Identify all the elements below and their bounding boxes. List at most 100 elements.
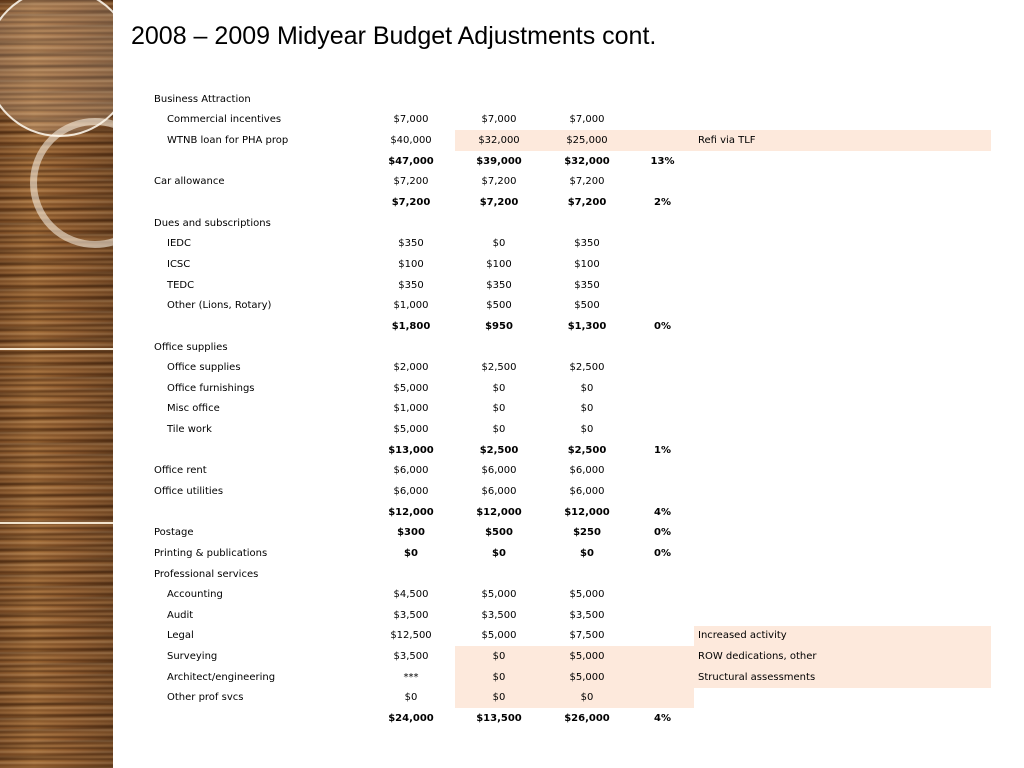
line-item-label: ICSC	[167, 258, 191, 270]
note-cell	[694, 378, 991, 399]
percent-cell	[631, 399, 694, 420]
percent-cell	[631, 605, 694, 626]
line-item-label: Business Attraction	[154, 93, 251, 105]
table-row: WTNB loan for PHA prop $40,000 $32,000 $25,…	[150, 130, 991, 151]
value-col-2: $6,000	[481, 485, 517, 497]
value-col-1: $7,200	[391, 197, 431, 209]
percent-cell	[631, 481, 694, 502]
value-col-1	[367, 213, 455, 234]
note-cell	[694, 295, 991, 316]
note-cell	[694, 316, 991, 337]
value-col-2: $7,200	[481, 176, 517, 188]
slide-title: 2008 – 2009 Midyear Budget Adjustments c…	[131, 22, 657, 50]
budget-table: Business Attraction Commercial incentives…	[150, 89, 991, 729]
value-col-1	[367, 89, 455, 110]
value-col-3: $0	[580, 403, 594, 415]
subtotal-row: $1,800 $950 $1,300 0%	[150, 316, 991, 337]
table-row: Office furnishings $5,000 $0 $0	[150, 378, 991, 399]
line-item-label: Office supplies	[154, 341, 228, 353]
value-col-2: $7,200	[479, 197, 519, 209]
value-col-2: $32,000	[455, 130, 543, 151]
value-col-1: $13,000	[388, 444, 434, 456]
value-col-3: $350	[574, 279, 600, 291]
line-item-label: IEDC	[167, 238, 191, 250]
table-row: Office rent $6,000 $6,000 $6,000	[150, 461, 991, 482]
line-item-label	[150, 151, 367, 172]
value-col-3: $26,000	[564, 713, 610, 725]
value-col-2: $0	[455, 687, 543, 709]
percent-cell: 0%	[654, 320, 671, 332]
note-cell	[694, 440, 991, 461]
line-item-label: Professional services	[154, 568, 259, 580]
percent-cell	[631, 378, 694, 399]
percent-cell	[631, 275, 694, 296]
value-col-2: $950	[485, 320, 513, 332]
value-col-2	[455, 564, 543, 585]
percent-cell	[631, 666, 694, 688]
value-col-1: $6,000	[393, 485, 429, 497]
note-cell	[694, 233, 991, 254]
value-col-1: $1,000	[393, 403, 429, 415]
line-item-label: Misc office	[167, 403, 220, 415]
value-col-2: $3,500	[481, 609, 517, 621]
value-col-3: $7,500	[569, 630, 605, 642]
value-col-2	[455, 89, 543, 110]
value-col-2: $100	[486, 258, 512, 270]
line-item-label	[150, 440, 367, 461]
line-item-label: Printing & publications	[154, 547, 268, 559]
value-col-2: $7,000	[481, 114, 517, 126]
value-col-2: $0	[455, 666, 543, 688]
value-col-2: $0	[455, 646, 543, 667]
percent-cell	[631, 461, 694, 482]
value-col-3: $7,200	[567, 197, 607, 209]
table-row: Tile work $5,000 $0 $0	[150, 419, 991, 440]
value-col-1: $100	[398, 258, 424, 270]
table-row: Legal $12,500 $5,000 $7,500 Increased activi…	[150, 625, 991, 647]
subtotal-row: $47,000 $39,000 $32,000 13%	[150, 151, 991, 172]
value-col-2: $5,000	[481, 630, 517, 642]
line-item-label: Office utilities	[154, 485, 224, 497]
table-row: Office supplies	[150, 337, 991, 358]
note-cell	[694, 543, 991, 564]
value-col-3: $25,000	[543, 130, 631, 151]
note-cell	[694, 89, 991, 110]
table-row: TEDC $350 $350 $350	[150, 275, 991, 296]
value-col-3: $2,500	[567, 444, 607, 456]
table-row: Other (Lions, Rotary) $1,000 $500 $500	[150, 295, 991, 316]
percent-cell	[631, 295, 694, 316]
value-col-1	[367, 564, 455, 585]
percent-cell	[631, 213, 694, 234]
value-col-2: $2,500	[481, 362, 517, 374]
note-cell	[694, 337, 991, 358]
value-col-3: $6,000	[569, 465, 605, 477]
value-col-3: $32,000	[564, 155, 610, 167]
note-cell: ROW dedications, other	[694, 646, 991, 667]
value-col-3: $5,000	[569, 589, 605, 601]
line-item-label: Architect/engineering	[167, 671, 276, 683]
table-row: Audit $3,500 $3,500 $3,500	[150, 605, 991, 626]
note-cell: Structural assessments	[694, 666, 991, 688]
value-col-1: $4,500	[393, 589, 429, 601]
value-col-3: $100	[574, 258, 600, 270]
table-row: IEDC $350 $0 $350	[150, 233, 991, 254]
value-col-2: $0	[492, 238, 506, 250]
value-col-1: $1,000	[393, 300, 429, 312]
value-col-1: $7,200	[393, 176, 429, 188]
value-col-2: $0	[492, 403, 506, 415]
value-col-3: $0	[580, 547, 594, 559]
line-item-label: Commercial incentives	[167, 114, 282, 126]
table-row: Dues and subscriptions	[150, 213, 991, 234]
note-cell	[694, 708, 991, 729]
decorative-ring-small	[30, 118, 113, 248]
value-col-2: $0	[492, 547, 506, 559]
note-cell	[694, 151, 991, 172]
line-item-label: Office rent	[154, 465, 207, 477]
note-cell: Increased activity	[694, 625, 991, 647]
percent-cell	[631, 584, 694, 605]
value-col-3	[543, 213, 631, 234]
value-col-1: $12,000	[388, 506, 434, 518]
decorative-ring-large	[0, 0, 113, 137]
value-col-3: $7,000	[569, 114, 605, 126]
value-col-1	[367, 337, 455, 358]
note-cell	[694, 172, 991, 193]
